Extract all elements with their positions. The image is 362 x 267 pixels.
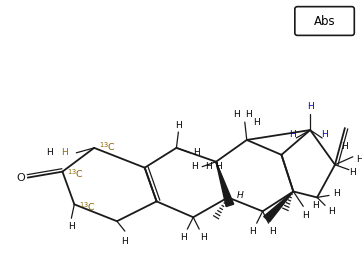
Text: H: H — [122, 237, 128, 246]
Text: H: H — [191, 162, 198, 171]
Text: H: H — [205, 162, 211, 171]
Text: H: H — [245, 110, 252, 119]
Text: H: H — [175, 121, 182, 129]
Text: H: H — [289, 131, 296, 139]
Polygon shape — [216, 162, 234, 207]
Text: H: H — [215, 162, 222, 171]
Text: H: H — [68, 222, 75, 231]
Text: H: H — [349, 168, 356, 177]
Polygon shape — [264, 191, 293, 222]
Text: H: H — [253, 117, 260, 127]
Text: H: H — [321, 131, 328, 139]
Text: $^{13}$C: $^{13}$C — [99, 141, 116, 153]
Text: $^{13}$C: $^{13}$C — [79, 200, 96, 213]
Text: H: H — [180, 233, 187, 242]
Text: H: H — [236, 191, 243, 200]
Text: H: H — [307, 102, 313, 111]
Text: H: H — [312, 201, 319, 210]
Text: H: H — [269, 227, 276, 235]
Text: H: H — [61, 148, 68, 157]
Text: H: H — [249, 227, 256, 235]
Text: O: O — [16, 172, 25, 183]
Text: H: H — [341, 142, 348, 151]
Text: H: H — [200, 233, 207, 242]
Text: H: H — [302, 211, 309, 220]
Text: H: H — [193, 148, 199, 157]
Text: $^{13}$C: $^{13}$C — [67, 167, 84, 180]
Text: H: H — [233, 110, 240, 119]
Text: H: H — [333, 189, 340, 198]
Text: Abs: Abs — [314, 14, 335, 28]
Text: H: H — [46, 148, 53, 157]
Text: H: H — [328, 207, 334, 216]
FancyBboxPatch shape — [295, 7, 354, 36]
Text: H: H — [356, 155, 362, 164]
